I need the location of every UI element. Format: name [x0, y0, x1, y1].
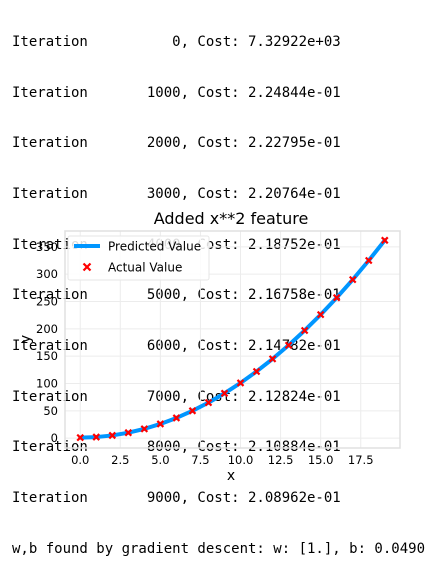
- x-tick-label: 10.0: [228, 453, 254, 467]
- y-tick-label: 0: [51, 431, 58, 445]
- chart-title: Added x**2 feature: [154, 209, 309, 228]
- x-tick-label: 17.5: [348, 453, 374, 467]
- console-line: Iteration 3000, Cost: 2.20764e-01: [12, 186, 425, 203]
- x-tick-label: 15.0: [308, 453, 334, 467]
- x-tick-label: 7.5: [191, 453, 209, 467]
- console-result-line: w,b found by gradient descent: w: [1.], …: [12, 541, 425, 558]
- console-line: Iteration 2000, Cost: 2.22795e-01: [12, 135, 425, 152]
- y-tick-label: 350: [36, 240, 58, 254]
- legend-label-actual: Actual Value: [108, 261, 182, 275]
- x-tick-labels: 0.0 2.5 5.0 7.5 10.0 12.5 15.0 17.5: [71, 453, 373, 467]
- console-line: Iteration 0, Cost: 7.32922e+03: [12, 34, 425, 51]
- y-tick-labels: 0 50 100 150 200 250 300 350: [36, 240, 58, 445]
- x-axis-label: x: [227, 468, 235, 484]
- chart: 0.0 2.5 5.0 7.5 10.0 12.5 15.0 17.5 0 50 100 150 20…: [0, 202, 448, 498]
- y-tick-label: 50: [43, 404, 58, 418]
- y-axis-label: y: [18, 335, 34, 343]
- legend: Predicted Value Actual Value: [68, 236, 209, 280]
- y-tick-label: 250: [36, 295, 58, 309]
- y-tick-label: 300: [36, 267, 58, 281]
- y-tick-label: 150: [36, 349, 58, 363]
- x-tick-label: 0.0: [71, 453, 89, 467]
- console-line: Iteration 1000, Cost: 2.24844e-01: [12, 85, 425, 102]
- x-tick-label: 2.5: [111, 453, 129, 467]
- x-tick-label: 5.0: [151, 453, 169, 467]
- x-tick-label: 12.5: [268, 453, 294, 467]
- y-tick-label: 200: [36, 322, 58, 336]
- y-tick-label: 100: [36, 377, 58, 391]
- legend-label-predicted: Predicted Value: [108, 240, 201, 254]
